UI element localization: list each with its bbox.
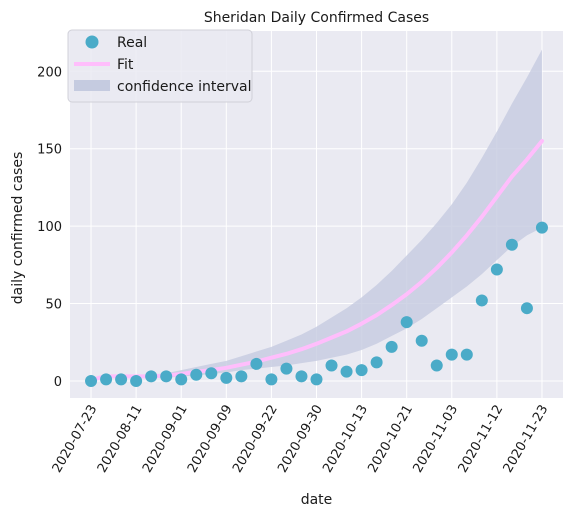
x-tick-label: 2020-09-30 (275, 403, 326, 476)
real-data-point (505, 238, 518, 251)
real-data-point (220, 371, 233, 384)
x-axis-label: date (301, 492, 333, 508)
real-data-point (160, 370, 173, 383)
legend-fit-label: Fit (117, 57, 134, 73)
real-points-layer (85, 221, 548, 387)
x-tick-label: 2020-08-11 (95, 403, 146, 476)
real-data-point (325, 359, 338, 372)
legend-ci-label: confidence interval (117, 79, 251, 95)
real-data-point (310, 373, 323, 386)
y-tick-label: 150 (37, 143, 62, 158)
real-data-point (145, 370, 158, 383)
real-data-point (235, 370, 248, 383)
confidence-band-layer (91, 49, 542, 381)
real-data-point (535, 221, 548, 234)
real-data-point (415, 334, 428, 347)
x-tick-label: 2020-11-23 (501, 403, 552, 476)
real-data-point (475, 294, 488, 307)
real-data-point (490, 263, 503, 276)
legend-ci-patch (74, 80, 110, 91)
x-tick-label: 2020-09-09 (185, 403, 236, 476)
y-tick-label: 100 (37, 220, 62, 235)
y-axis-label: daily confirmed cases (10, 152, 26, 305)
real-data-point (265, 373, 278, 386)
x-tick-label: 2020-10-21 (365, 403, 416, 476)
x-tick-label: 2020-09-01 (140, 403, 191, 476)
real-data-point (385, 340, 398, 353)
x-tick-label: 2020-10-13 (320, 403, 371, 476)
real-data-point (430, 359, 443, 372)
real-data-point (115, 373, 128, 386)
real-data-point (190, 368, 203, 381)
real-data-point (175, 373, 188, 386)
x-tick-labels: 2020-07-232020-08-112020-09-012020-09-09… (50, 403, 552, 476)
y-tick-label: 200 (37, 65, 62, 80)
legend: Real Fit confidence interval (67, 29, 253, 103)
chart-title: Sheridan Daily Confirmed Cases (204, 10, 429, 26)
x-tick-label: 2020-11-12 (456, 403, 507, 476)
real-data-point (280, 362, 293, 375)
real-data-point (355, 364, 368, 377)
real-data-point (370, 356, 383, 369)
real-data-point (295, 370, 308, 383)
real-data-point (100, 373, 113, 386)
real-data-point (205, 367, 218, 380)
real-data-point (250, 357, 263, 370)
legend-real-label: Real (117, 35, 147, 51)
real-data-point (340, 365, 353, 378)
legend-real-marker (85, 35, 99, 49)
y-tick-label: 50 (45, 298, 62, 313)
confidence-interval-band (91, 49, 542, 381)
y-tick-labels: 0 50 100 150 200 (37, 65, 62, 390)
real-data-point (460, 348, 473, 361)
y-tick-label: 0 (54, 375, 62, 390)
real-data-point (85, 374, 98, 387)
real-data-point (400, 316, 413, 329)
real-data-point (520, 302, 533, 315)
x-tick-label: 2020-09-22 (230, 403, 281, 476)
legend-frame (67, 29, 253, 103)
x-tick-label: 2020-11-03 (410, 403, 461, 476)
real-data-point (130, 374, 143, 387)
real-data-point (445, 348, 458, 361)
x-tick-label: 2020-07-23 (50, 403, 101, 476)
